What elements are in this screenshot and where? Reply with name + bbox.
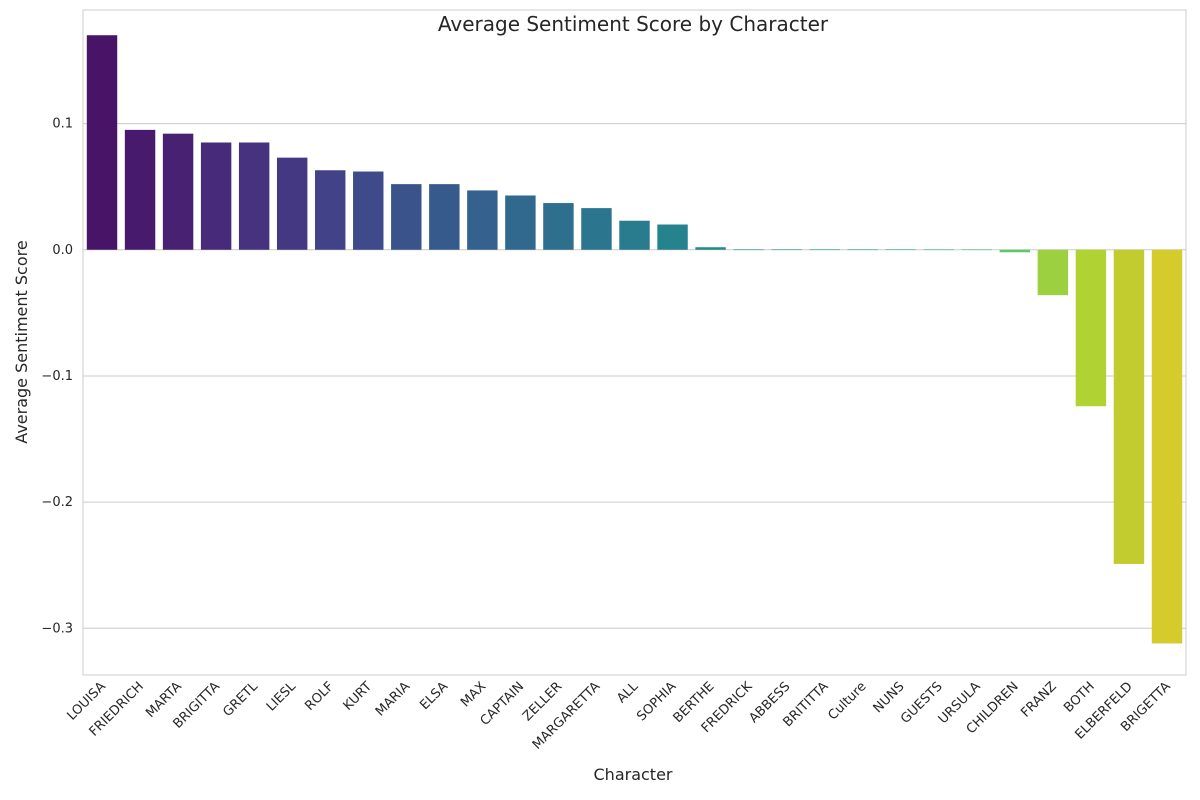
bar-friedrich [124,129,156,250]
bar-gretl [238,142,270,250]
bar-maria [391,184,422,250]
bar-margaretta [581,208,612,250]
bar-captain [505,195,536,250]
bar-kurt [353,171,384,250]
bar-brigetta [1151,249,1183,644]
bar-brititta [809,249,840,251]
bar-louisa [86,35,118,250]
x-tick-label: BOTH [1061,679,1098,716]
y-tick-label: −0.3 [41,621,73,636]
x-tick-label: MAX [458,679,489,710]
plot-frame [82,9,1187,676]
bar-elsa [429,184,460,250]
bar-abbess [771,249,802,251]
y-tick-labels: 0.1 0.0 −0.1 −0.2 −0.3 [41,117,73,637]
y-tick-label: −0.2 [41,495,73,510]
bar-culture [847,249,878,251]
bar-elberfeld [1113,249,1145,564]
x-tick-label: FRANZ [1018,679,1059,720]
x-tick-label: ROLF [302,679,337,714]
y-axis-label: Average Sentiment Score [12,240,31,443]
bar-nuns [885,249,916,251]
bar-rolf [315,170,346,250]
bar-children [999,249,1031,253]
bar-franz [1037,249,1069,296]
bar-ursula [961,249,993,251]
y-tick-label: −0.1 [41,369,73,384]
x-tick-label: LIESL [264,679,300,715]
x-tick-label: Culture [825,679,869,723]
bar-guests [923,249,954,251]
y-tick-label: 0.0 [52,243,73,258]
x-tick-label: GRETL [220,679,261,720]
bar-liesl [276,157,308,250]
bar-berthe [695,247,726,250]
x-tick-label: KURT [341,679,375,713]
chart-title: Average Sentiment Score by Character [438,12,829,36]
bar-sophia [657,224,688,250]
bar-both [1075,249,1107,407]
y-tick-label: 0.1 [52,117,73,132]
x-tick-label: MARGARETTA [530,679,604,753]
bar-max [467,190,498,250]
x-tick-label: NUNS [871,679,908,716]
bar-brigitta [200,142,232,250]
x-tick-label: ELSA [417,679,451,713]
x-axis-label: Character [594,765,673,784]
bar-fredrick [733,249,764,251]
bar-marta [162,133,194,250]
x-tick-label: MARIA [373,679,413,719]
bar-zeller [543,203,574,250]
bar-all [619,220,650,250]
bars [86,35,1183,644]
x-tick-label: ALL [614,679,642,707]
